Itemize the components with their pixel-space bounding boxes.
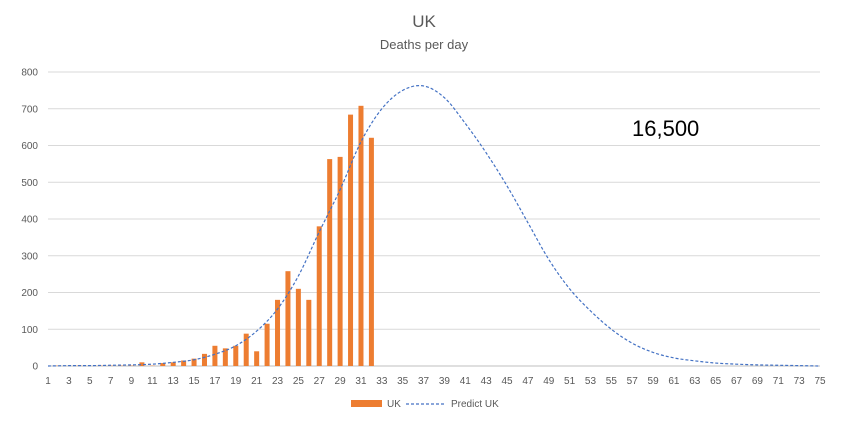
x-tick-label: 59 (648, 376, 660, 387)
line-predict-uk (47, 85, 821, 367)
x-tick-label: 21 (251, 376, 263, 387)
x-tick-label: 55 (606, 376, 618, 387)
y-tick-label: 800 (21, 68, 38, 79)
x-tick-label: 65 (710, 376, 722, 387)
x-tick-label: 73 (794, 376, 806, 387)
bar-uk (316, 226, 322, 366)
bar-uk (337, 156, 343, 366)
x-tick-label: 75 (814, 376, 826, 387)
y-tick-label: 700 (21, 104, 38, 115)
y-tick-label: 500 (21, 178, 38, 189)
y-axis-ticks: 0 100 200 300 400 500 600 700 800 (21, 68, 38, 373)
bar-uk (212, 345, 218, 366)
y-tick-label: 100 (21, 325, 38, 336)
x-tick-label: 11 (147, 376, 158, 387)
bar-uk (306, 299, 312, 366)
y-tick-label: 400 (21, 215, 38, 226)
legend-label-uk: UK (387, 399, 401, 410)
x-tick-label: 47 (522, 376, 534, 387)
y-tick-label: 300 (21, 251, 38, 262)
chart-title: UK (412, 12, 436, 31)
x-tick-label: 13 (168, 376, 180, 387)
bar-uk (222, 348, 228, 366)
x-tick-label: 23 (272, 376, 284, 387)
x-tick-label: 17 (209, 376, 221, 387)
legend-label-predict-uk: Predict UK (451, 399, 499, 410)
x-tick-label: 39 (439, 376, 451, 387)
x-tick-label: 67 (731, 376, 743, 387)
bar-uk (191, 358, 197, 366)
bar-uk (139, 362, 145, 366)
bar-series-uk (55, 105, 374, 366)
bar-uk (243, 333, 249, 366)
x-tick-label: 3 (66, 376, 72, 387)
x-tick-label: 63 (689, 376, 701, 387)
bar-uk (170, 362, 176, 366)
x-tick-label: 35 (397, 376, 409, 387)
x-tick-label: 5 (87, 376, 93, 387)
x-tick-label: 29 (335, 376, 347, 387)
x-tick-label: 69 (752, 376, 764, 387)
bar-uk (233, 345, 239, 366)
bar-uk (264, 323, 270, 366)
bar-uk (181, 360, 187, 366)
x-tick-label: 61 (668, 376, 680, 387)
bar-uk (348, 114, 354, 366)
y-tick-label: 200 (21, 288, 38, 299)
bar-uk (358, 105, 364, 366)
legend: UK Predict UK (351, 399, 499, 410)
x-axis-ticks: 1 3 5 7 9 11 13 15 17 19 21 23 25 27 29 31 33 35 37 39 41 43 4… (45, 376, 826, 387)
x-tick-label: 33 (376, 376, 388, 387)
x-tick-label: 19 (230, 376, 242, 387)
bar-uk (275, 299, 281, 366)
x-tick-label: 9 (129, 376, 135, 387)
x-tick-label: 37 (418, 376, 430, 387)
legend-swatch-uk (351, 400, 382, 407)
x-tick-label: 41 (460, 376, 472, 387)
line-series-predict-uk (47, 85, 821, 367)
bar-uk (254, 351, 260, 366)
x-tick-label: 31 (355, 376, 367, 387)
chart-subtitle: Deaths per day (380, 37, 469, 52)
x-tick-label: 7 (108, 376, 114, 387)
x-tick-label: 25 (293, 376, 305, 387)
bar-uk (201, 353, 207, 366)
bar-uk (327, 159, 333, 366)
bar-uk (285, 271, 291, 366)
x-tick-label: 57 (627, 376, 639, 387)
x-tick-label: 43 (481, 376, 493, 387)
x-tick-label: 1 (45, 376, 51, 387)
x-tick-label: 71 (773, 376, 785, 387)
x-tick-label: 15 (188, 376, 200, 387)
bar-uk (368, 137, 374, 366)
x-tick-label: 45 (501, 376, 513, 387)
bar-uk (160, 363, 166, 366)
x-tick-label: 49 (543, 376, 555, 387)
gridlines (48, 71, 820, 367)
annotation-total: 16,500 (632, 116, 699, 141)
x-tick-label: 27 (314, 376, 326, 387)
y-tick-label: 600 (21, 141, 38, 152)
y-tick-label: 0 (32, 362, 38, 373)
x-tick-label: 51 (564, 376, 576, 387)
bar-uk (295, 288, 301, 366)
x-tick-label: 53 (585, 376, 597, 387)
